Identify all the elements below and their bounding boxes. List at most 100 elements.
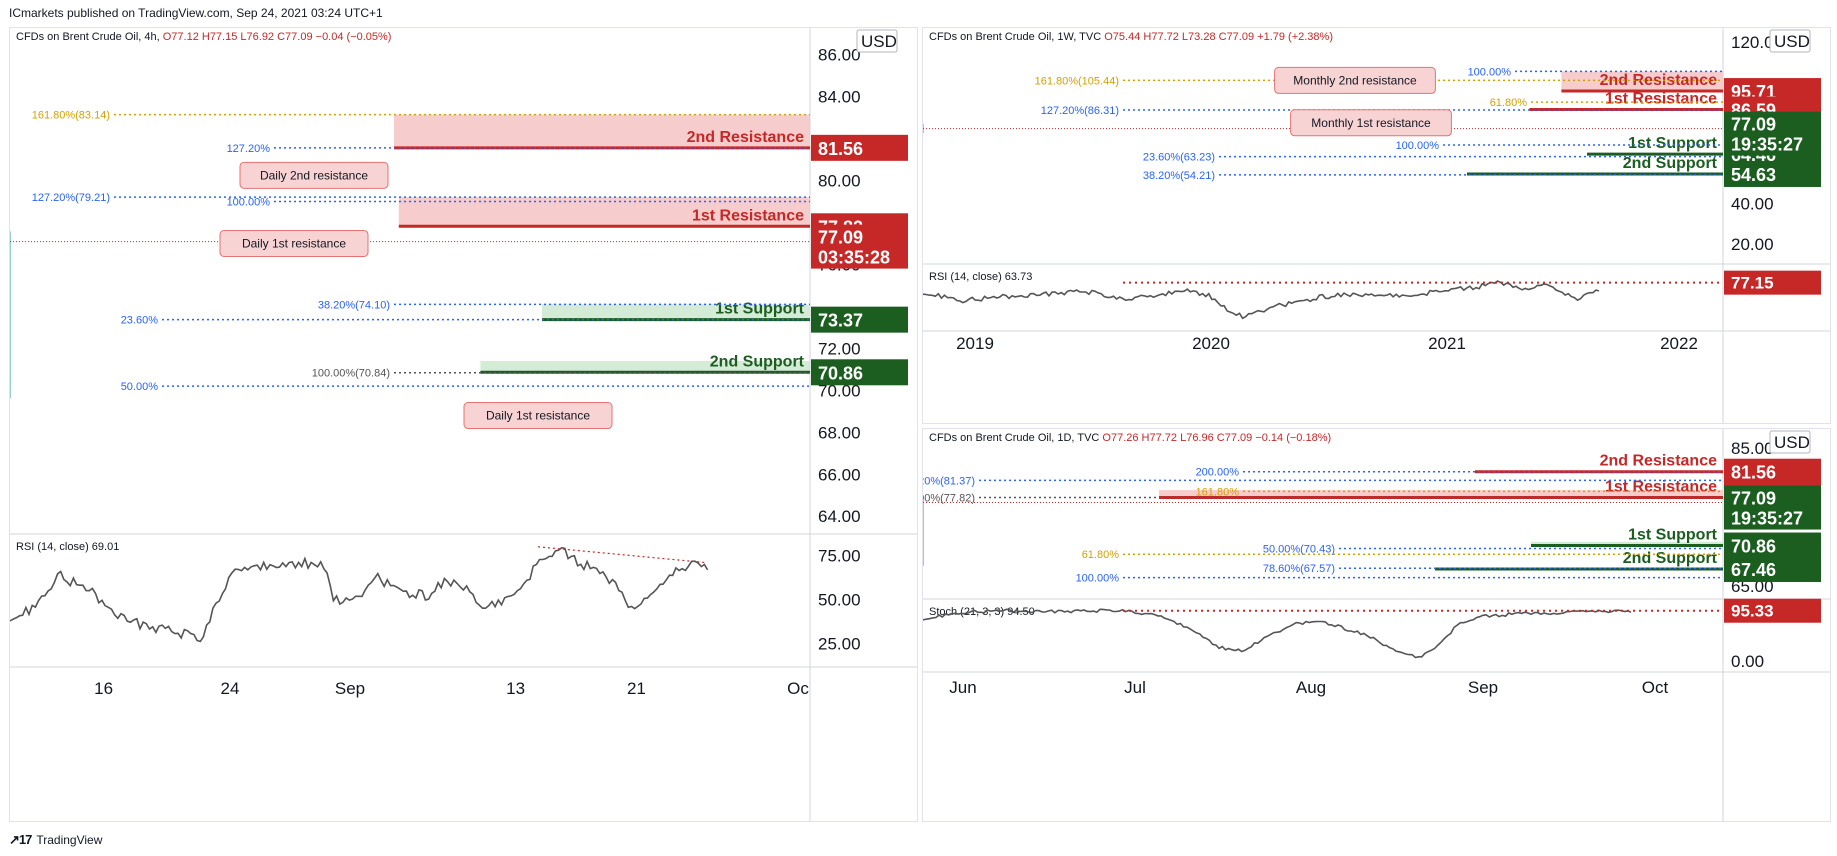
fib-label: 100.00% (1468, 66, 1512, 78)
countdown-label: 03:35:28 (818, 248, 890, 268)
chart-daily[interactable]: CFDs on Brent Crude Oil, 1D, TVC O77.26 … (897, 429, 1830, 821)
fib-label: 78.60%(67.57) (1263, 563, 1335, 575)
chart-weekly[interactable]: CFDs on Brent Crude Oil, 1W, TVC O75.44 … (922, 28, 1830, 423)
level-label: 2nd Support (710, 353, 805, 370)
tradingview-logo-icon: ↗︎17 (9, 832, 32, 847)
x-tick-label: 13 (506, 679, 525, 698)
ohlc-high: H77.72 (1143, 31, 1182, 43)
ohlc-low: L76.96 (1180, 432, 1217, 444)
x-tick-label: Jun (949, 678, 976, 697)
callout-label: Monthly 1st resistance (1311, 116, 1431, 130)
osc-line (922, 608, 1632, 659)
currency-box (856, 29, 898, 53)
y-tick-label: 64.00 (818, 507, 861, 526)
x-tick-label: Sep (335, 679, 365, 698)
ohlc-change: +1.79 (+2.38%) (1257, 31, 1333, 43)
level-label: 1st Resistance (1605, 90, 1717, 107)
x-tick-label: 24 (221, 679, 240, 698)
y-tick-label: 70.00 (818, 381, 861, 400)
chart-panel-weekly: CFDs on Brent Crude Oil, 1W, TVC O75.44 … (922, 27, 1831, 424)
y-tick-label: 66.00 (818, 465, 861, 484)
level-zone (1561, 71, 1723, 92)
level-zone (480, 360, 810, 373)
level-zone (394, 114, 810, 148)
ohlc-change: −0.14 (−0.18%) (1255, 432, 1331, 444)
y-tick-label: 68.00 (818, 423, 861, 442)
fib-label: 61.80% (1490, 97, 1528, 109)
callout-label: Monthly 2nd resistance (1293, 73, 1417, 87)
fib-label: 161.80% (1196, 486, 1240, 498)
ohlc-open: O77.12 (163, 31, 202, 43)
fib-label: 127.20%(79.21) (32, 192, 110, 204)
osc-line (9, 546, 709, 643)
osc-label: RSI (14, close) 63.73 (929, 271, 1032, 283)
fib-label: 127.20%(81.37) (923, 475, 975, 487)
ohlc-low: L76.92 (240, 31, 277, 43)
callout-label: Daily 1st resistance (242, 236, 346, 250)
level-zone (1159, 490, 1723, 498)
ohlc-open: O75.44 (1104, 31, 1143, 43)
chart-4h[interactable]: CFDs on Brent Crude Oil, 4h, O77.12 H77.… (9, 28, 917, 821)
x-tick-label: Oct (1642, 678, 1669, 697)
footer: ↗︎17 TradingView (9, 832, 102, 848)
countdown-label: 19:35:27 (1731, 135, 1803, 155)
y-tick-label: 84.00 (818, 88, 861, 107)
level-label: 1st Support (1628, 135, 1718, 152)
ohlc-open: O77.26 (1102, 432, 1141, 444)
x-tick-label: 2019 (956, 334, 994, 353)
price-tag-label: 81.56 (1731, 463, 1776, 483)
last-price-label: 77.09 (1731, 489, 1776, 509)
fib-label: 200.00% (1196, 467, 1240, 479)
fib-label: 100.00%(77.82) (923, 493, 975, 505)
level-zone (1531, 541, 1723, 546)
x-tick-label: 16 (94, 679, 113, 698)
price-tag (811, 359, 908, 386)
callout-label: Daily 1st resistance (486, 409, 590, 423)
price-tag (811, 134, 908, 161)
price-tag-label: 54.63 (1731, 165, 1776, 185)
price-tag-label: 70.86 (818, 363, 863, 383)
fib-label: 100.00% (227, 197, 271, 209)
price-tag-label: 70.86 (1731, 537, 1776, 557)
currency-label: USD (861, 32, 897, 51)
currency-label: USD (1774, 433, 1810, 452)
chart-title: CFDs on Brent Crude Oil, 1W, TVC O75.44 … (929, 31, 1333, 43)
level-label: 2nd Support (1623, 155, 1718, 172)
callout-box (219, 229, 369, 257)
osc-divergence-line (537, 546, 707, 564)
fib-label: 127.20%(86.31) (1041, 105, 1119, 117)
currency-box (1769, 430, 1811, 454)
y-tick-label: 80.00 (818, 172, 861, 191)
last-price-tag (1724, 111, 1821, 156)
osc-label: RSI (14, close) 69.01 (16, 541, 119, 553)
ohlc-close: C77.09 (1217, 432, 1256, 444)
callout-box (1274, 66, 1436, 94)
fib-label: 50.00% (121, 381, 159, 393)
level-label: 1st Support (715, 301, 805, 318)
y-tick-label: 20.00 (1731, 235, 1774, 254)
level-label: 2nd Support (1623, 550, 1718, 567)
price-tag (811, 306, 908, 333)
fib-label: 23.60% (121, 315, 159, 327)
osc-tick-label: 0.00 (1731, 652, 1764, 671)
osc-line (922, 280, 1600, 320)
osc-tick-label: 25.00 (818, 634, 861, 653)
chart-panel-daily: CFDs on Brent Crude Oil, 1D, TVC O77.26 … (897, 428, 1831, 822)
x-tick-label: Aug (1296, 678, 1326, 697)
callout-box (239, 161, 389, 189)
x-tick-label: Oc (787, 679, 809, 698)
fib-label: 38.20%(74.10) (318, 299, 390, 311)
chart-title-name: CFDs on Brent Crude Oil, 4h, (16, 31, 163, 43)
osc-tag (1724, 598, 1821, 623)
price-tag (1724, 555, 1821, 582)
level-label: 1st Support (1628, 527, 1718, 544)
x-tick-label: 2021 (1428, 334, 1466, 353)
y-tick-label: 86.00 (818, 46, 861, 65)
y-tick-label: 72.00 (818, 339, 861, 358)
osc-tag-label: 77.15 (1731, 274, 1774, 293)
fib-label: 161.80%(105.44) (1035, 75, 1119, 87)
y-tick-label: 40.00 (1731, 194, 1774, 213)
ohlc-low: L73.28 (1182, 31, 1219, 43)
price-tag-label: 81.56 (818, 139, 863, 159)
ohlc-close: C77.09 (1219, 31, 1258, 43)
